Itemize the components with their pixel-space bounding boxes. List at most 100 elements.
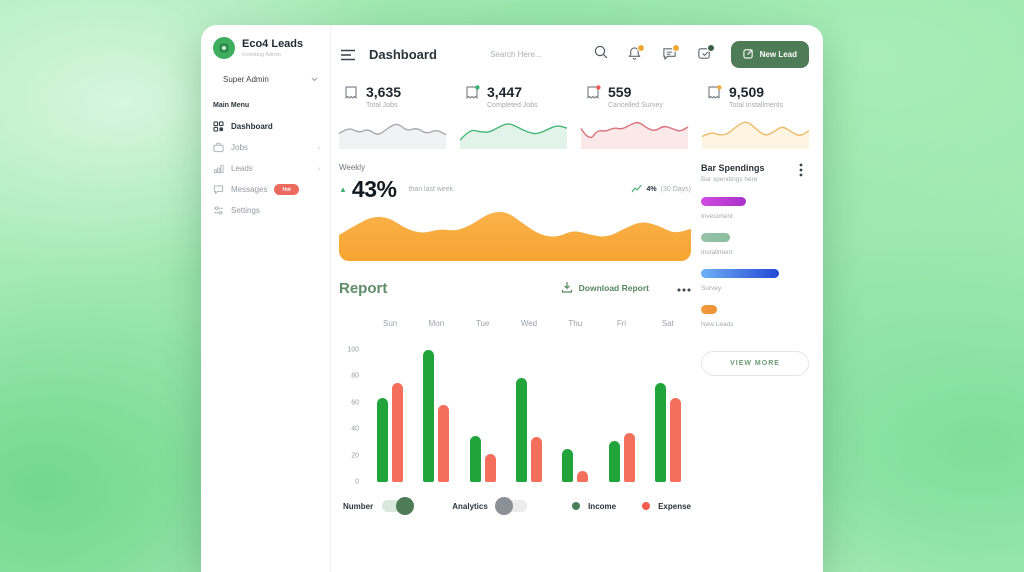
report-section: Report Download Report Sun Mon Tue Wed Thu Fr…	[339, 279, 691, 515]
analytics-control: Analytics	[452, 497, 527, 515]
grid-icon	[213, 121, 224, 132]
stat-card-total-jobs: 3,635 Total Jobs	[338, 85, 447, 149]
sidebar-item-label: Dashboard	[231, 122, 273, 131]
bar-group-thu	[552, 449, 598, 482]
search-placeholder: Search Here...	[490, 49, 542, 59]
y-tick: 80	[351, 372, 359, 380]
expense-bar[interactable]	[484, 454, 496, 482]
stat-card-total-installments: 9,509 Total Installments	[701, 85, 810, 149]
spending-item-survey: Survey	[701, 269, 809, 292]
sidebar-item-messages[interactable]: Messages Hot	[201, 179, 330, 200]
trend-up-triangle-icon: ▲	[339, 185, 347, 194]
spending-label: Investment	[701, 213, 733, 220]
more-options-vertical-icon[interactable]	[799, 163, 809, 177]
chevron-right-icon: ›	[317, 164, 320, 173]
spendings-bars-list: Investment Installment Survey New Leads	[701, 197, 809, 328]
stat-sparkline	[459, 123, 568, 149]
search-input[interactable]: Search Here...	[490, 45, 608, 64]
main-menu: Dashboard Jobs › Leads › Messages Hot Settings	[201, 116, 330, 221]
chat-icon	[213, 184, 224, 195]
search-icon[interactable]	[594, 45, 608, 64]
expense-bar[interactable]	[438, 405, 450, 482]
sidebar-item-label: Settings	[231, 206, 260, 215]
brand-subtitle: Investing Admin	[242, 51, 281, 58]
bar-group-wed	[506, 377, 552, 482]
role-selector[interactable]: Super Admin	[223, 75, 318, 84]
toggle-label: Number	[343, 501, 374, 511]
view-more-button[interactable]: VIEW MORE	[701, 351, 809, 376]
bar-spendings-title: Bar Spendings	[701, 163, 765, 173]
day-label-tue: Tue	[475, 319, 490, 328]
download-icon	[561, 281, 573, 295]
bar-group-mon	[413, 350, 459, 482]
more-options-horizontal-icon[interactable]	[677, 279, 691, 297]
trend-value: 4%	[646, 186, 657, 193]
sidebar-item-settings[interactable]: Settings	[201, 200, 330, 221]
income-bar[interactable]	[608, 441, 620, 482]
download-report-button[interactable]: Download Report	[555, 280, 655, 296]
new-lead-button[interactable]: New Lead	[730, 40, 809, 68]
brand: Eco4 Leads Investing Admin	[201, 36, 330, 60]
income-bar[interactable]	[515, 377, 527, 482]
brand-logo-icon	[212, 36, 236, 60]
message-badge-dot	[671, 44, 680, 52]
analytics-toggle[interactable]	[494, 497, 527, 515]
chart-controls-row: Number Analytics Income Expense	[339, 497, 691, 515]
report-title: Report	[339, 279, 388, 297]
bar-group-fri	[598, 433, 644, 482]
stat-sparkline	[701, 121, 810, 149]
spending-label: Survey	[701, 285, 722, 292]
bookmark-ribbon-icon	[343, 85, 359, 101]
content-row: Weekly ▲ 43% than last week 4% (30 Days)	[339, 163, 809, 515]
legend-item-income: Income	[572, 502, 616, 511]
hamburger-menu-icon[interactable]	[341, 48, 355, 61]
stat-value: 559	[608, 84, 632, 100]
dashboard-window: Eco4 Leads Investing Admin Super Admin M…	[201, 25, 823, 572]
spending-item-investment: Investment	[701, 197, 809, 220]
spending-item-new-leads: New Leads	[701, 305, 809, 328]
stat-sparkline	[338, 123, 447, 149]
expense-bar[interactable]	[530, 437, 542, 482]
stat-label: Completed Jobs	[487, 102, 538, 109]
y-axis: 0 20 40 60 80 100	[339, 347, 363, 486]
weekly-panel: Weekly ▲ 43% than last week 4% (30 Days)	[339, 163, 691, 261]
stat-card-cancelled-survey: 559 Cancelled Survey	[580, 84, 689, 149]
left-column: Weekly ▲ 43% than last week 4% (30 Days)	[339, 163, 691, 515]
day-label-wed: Wed	[520, 319, 538, 328]
expense-bar[interactable]	[669, 397, 681, 482]
orders-box-icon[interactable]	[697, 44, 715, 62]
y-tick: 60	[351, 399, 359, 407]
day-label-mon: Mon	[428, 319, 445, 328]
y-tick: 40	[351, 425, 359, 433]
messages-chat-icon[interactable]	[662, 44, 680, 62]
income-bar[interactable]	[377, 397, 389, 482]
sidebar-item-label: Messages	[231, 185, 268, 194]
sidebar-item-leads[interactable]: Leads ›	[201, 158, 330, 179]
income-bar[interactable]	[469, 435, 481, 482]
report-bar-chart: 0 20 40 60 80 100	[339, 347, 691, 486]
income-bar[interactable]	[423, 350, 435, 482]
legend-item-expense: Expense	[642, 502, 691, 511]
sidebar-item-jobs[interactable]: Jobs ›	[201, 137, 330, 158]
chevron-down-icon	[311, 75, 318, 84]
download-report-label: Download Report	[578, 283, 649, 293]
day-label-sun: Sun	[383, 319, 398, 328]
bar-spendings-header: Bar Spendings Bar spendings here	[701, 163, 809, 183]
weekly-percent: 43%	[351, 176, 397, 202]
bar-group-sat	[645, 383, 691, 482]
number-toggle[interactable]	[382, 497, 415, 515]
expense-bar[interactable]	[392, 383, 404, 482]
notifications-bell-icon[interactable]	[627, 44, 645, 62]
bookmark-ribbon-icon	[585, 85, 601, 101]
bar-group-tue	[460, 435, 506, 482]
legend-dot	[572, 502, 581, 510]
spending-item-installment: Installment	[701, 233, 809, 256]
sidebar-item-dashboard[interactable]: Dashboard	[201, 116, 330, 137]
expense-bar[interactable]	[623, 433, 635, 482]
expense-bar[interactable]	[577, 471, 589, 482]
income-bar[interactable]	[562, 449, 574, 482]
income-bar[interactable]	[654, 383, 666, 482]
page-title: Dashboard	[369, 46, 437, 62]
role-label: Super Admin	[223, 75, 269, 84]
topbar: Dashboard Search Here...	[339, 39, 809, 69]
